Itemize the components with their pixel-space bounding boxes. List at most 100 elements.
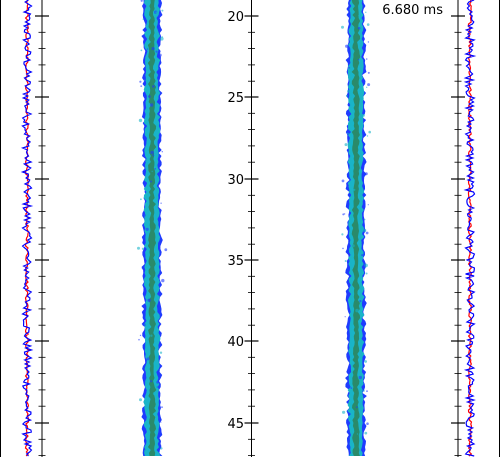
speckle — [342, 213, 345, 216]
speckle — [140, 0, 143, 2]
speckle — [152, 199, 155, 202]
speckle — [350, 387, 353, 389]
speckle — [361, 254, 364, 257]
left-panel-ticks — [35, 15, 49, 457]
speckle — [359, 210, 361, 213]
speckle — [351, 215, 354, 219]
speckle — [146, 344, 149, 346]
left-trace-red — [24, 0, 30, 457]
speckle — [344, 143, 348, 147]
speckle — [351, 40, 353, 42]
speckle — [139, 80, 142, 83]
tick-label-25: 25 — [227, 91, 244, 106]
speckle — [342, 247, 344, 250]
speckle — [347, 89, 351, 93]
speckle — [141, 247, 145, 250]
speckle — [364, 431, 368, 435]
right-jet-image — [341, 0, 372, 456]
right-panel-ticks — [451, 15, 465, 457]
speckle — [143, 79, 146, 82]
speckle — [156, 189, 159, 192]
speckle — [351, 366, 354, 368]
speckle — [367, 83, 371, 87]
speckle — [366, 23, 370, 26]
speckle — [151, 47, 155, 51]
speckle — [366, 390, 368, 393]
speckle — [359, 300, 362, 303]
speckle — [138, 338, 140, 341]
tick-label-20: 20 — [227, 10, 244, 25]
speckle — [154, 35, 158, 39]
speckle — [158, 53, 162, 57]
tick-label-40: 40 — [227, 335, 244, 350]
speckle — [138, 118, 143, 123]
speckle — [154, 4, 157, 8]
speckle — [351, 244, 355, 248]
speckle — [362, 228, 367, 233]
speckle — [164, 248, 168, 252]
speckle — [140, 49, 143, 52]
speckle — [341, 179, 345, 183]
speckle — [348, 66, 351, 69]
speckle — [357, 59, 360, 61]
speckle — [357, 26, 361, 30]
speckle — [150, 334, 153, 337]
speckle — [342, 410, 346, 414]
speckle — [143, 213, 146, 217]
speckle — [367, 41, 370, 43]
speckle — [366, 422, 369, 426]
speckle — [160, 447, 163, 450]
speckle — [364, 172, 368, 176]
speckle — [155, 11, 159, 15]
speckle — [344, 260, 347, 262]
speckle — [360, 113, 364, 117]
speckle — [363, 390, 365, 392]
speckle — [160, 37, 164, 41]
speckle — [348, 213, 351, 216]
speckle — [363, 218, 366, 221]
tick-label-30: 30 — [227, 173, 244, 188]
speckle — [152, 392, 157, 396]
speckle — [156, 380, 160, 384]
speckle — [347, 184, 350, 187]
speckle — [351, 99, 354, 102]
speckle — [150, 150, 154, 155]
speckle — [156, 386, 159, 388]
time-readout: 6.680 ms — [382, 3, 443, 18]
speckle — [146, 48, 149, 50]
speckle — [344, 316, 346, 318]
speckle — [155, 50, 158, 53]
speckle — [345, 94, 348, 97]
speckle — [160, 421, 162, 423]
speckle — [154, 151, 156, 154]
speckle — [365, 231, 369, 235]
speckle — [365, 58, 368, 60]
speckle — [358, 375, 362, 380]
speckle — [367, 204, 369, 206]
left-trace-blue — [20, 0, 34, 457]
speckle — [148, 95, 151, 98]
speckle — [146, 357, 150, 361]
speckle — [341, 233, 344, 236]
speckle — [161, 278, 165, 283]
speckle — [362, 112, 364, 115]
speckle — [137, 246, 140, 250]
speckle — [144, 158, 149, 163]
speckle — [356, 406, 358, 409]
speckle — [139, 398, 142, 402]
speckle — [161, 406, 163, 409]
speckle — [348, 191, 351, 194]
speckle — [145, 227, 149, 231]
left-trace-panel — [20, 0, 49, 457]
speckle — [151, 170, 153, 173]
jet-core — [147, 0, 157, 456]
speckle — [156, 70, 160, 74]
speckle — [152, 154, 155, 157]
speckle — [353, 188, 356, 191]
speckle — [155, 404, 158, 407]
speckle — [140, 85, 143, 87]
speckle — [368, 130, 372, 134]
speckle — [147, 298, 151, 302]
speckle — [365, 272, 368, 275]
tick-label-45: 45 — [227, 417, 244, 432]
